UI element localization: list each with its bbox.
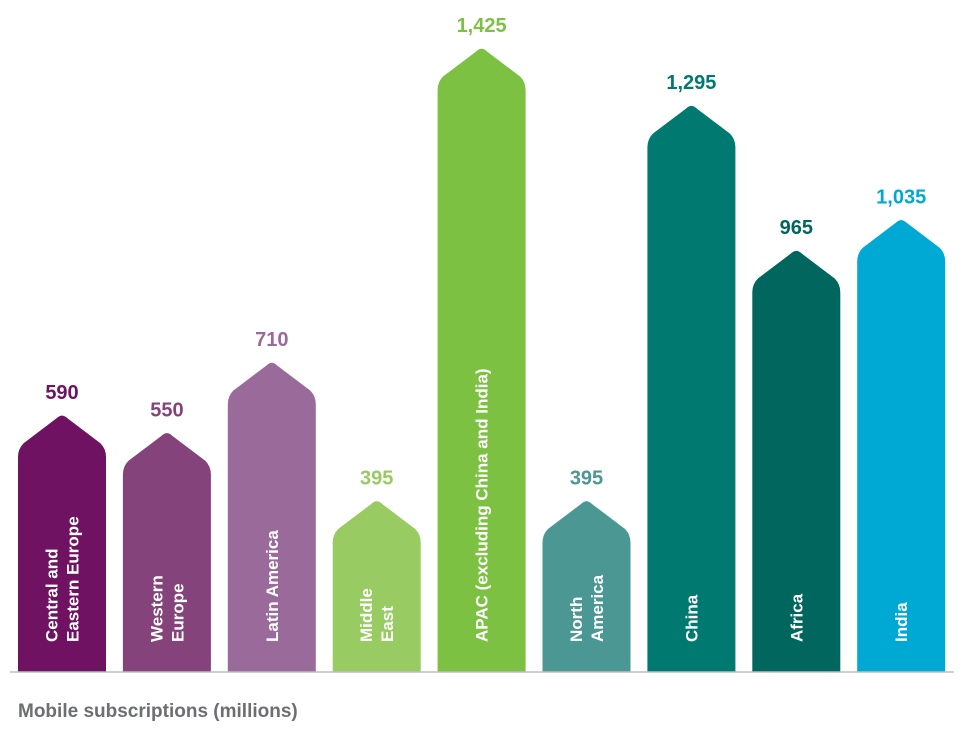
category-label-line: APAC (excluding China and India) [473,368,492,642]
bar-group: 550 Western Europe [122,399,211,672]
bar-group: 965 Africa [752,217,841,672]
bar [18,415,106,672]
bar-group: 1,425 APAC (excluding China and India) [437,15,526,673]
bar-group: 1,035 India [857,186,946,672]
category-label: APAC (excluding China and India) [473,368,492,642]
data-label: 395 [360,467,393,489]
category-label: India [892,602,911,642]
data-label: 550 [150,399,183,421]
data-label: 1,035 [876,186,926,208]
bar [332,501,421,672]
category-label-line: East [378,606,397,642]
category-label: China [682,594,701,642]
data-label: 965 [780,217,813,239]
category-label: Latin America [263,530,282,642]
data-label: 590 [45,382,78,404]
bar-group: 395 Middle East [332,467,421,672]
category-label-line: India [892,602,911,642]
category-label-line: China [682,594,701,642]
bar [227,362,316,672]
category-label: Middle East [357,588,397,642]
data-label: 1,295 [666,72,716,94]
bar [752,250,841,672]
bar-group: 1,295 China [647,72,736,673]
bar [542,501,631,672]
category-label-line: America [588,574,607,642]
data-label: 710 [255,329,288,351]
category-label-line: Central and [43,548,62,642]
category-label: Africa [787,593,806,642]
category-label: North America [567,574,607,642]
category-label-line: Latin America [263,530,282,642]
bar [122,433,211,672]
bar [437,48,526,673]
bar-group: 395 North America [542,467,631,672]
category-label-line: Middle [357,588,376,642]
data-label: 395 [570,467,603,489]
category-label-line: Africa [787,593,806,642]
category-label-line: Western [147,575,166,642]
data-label: 1,425 [457,15,507,37]
category-label-line: North [567,597,586,642]
bar [857,220,946,672]
category-label-line: Europe [168,583,187,642]
bars-layer: 590 Central and Eastern Europe 550 Western Eu… [18,15,946,673]
bar [647,105,736,673]
category-label: Western Europe [147,575,187,642]
bar-group: 710 Latin America [227,329,316,672]
bar-group: 590 Central and Eastern Europe [18,382,106,672]
x-axis-label: Mobile subscriptions (millions) [18,701,298,722]
category-label: Central and Eastern Europe [43,516,83,642]
category-label-line: Eastern Europe [64,516,83,642]
